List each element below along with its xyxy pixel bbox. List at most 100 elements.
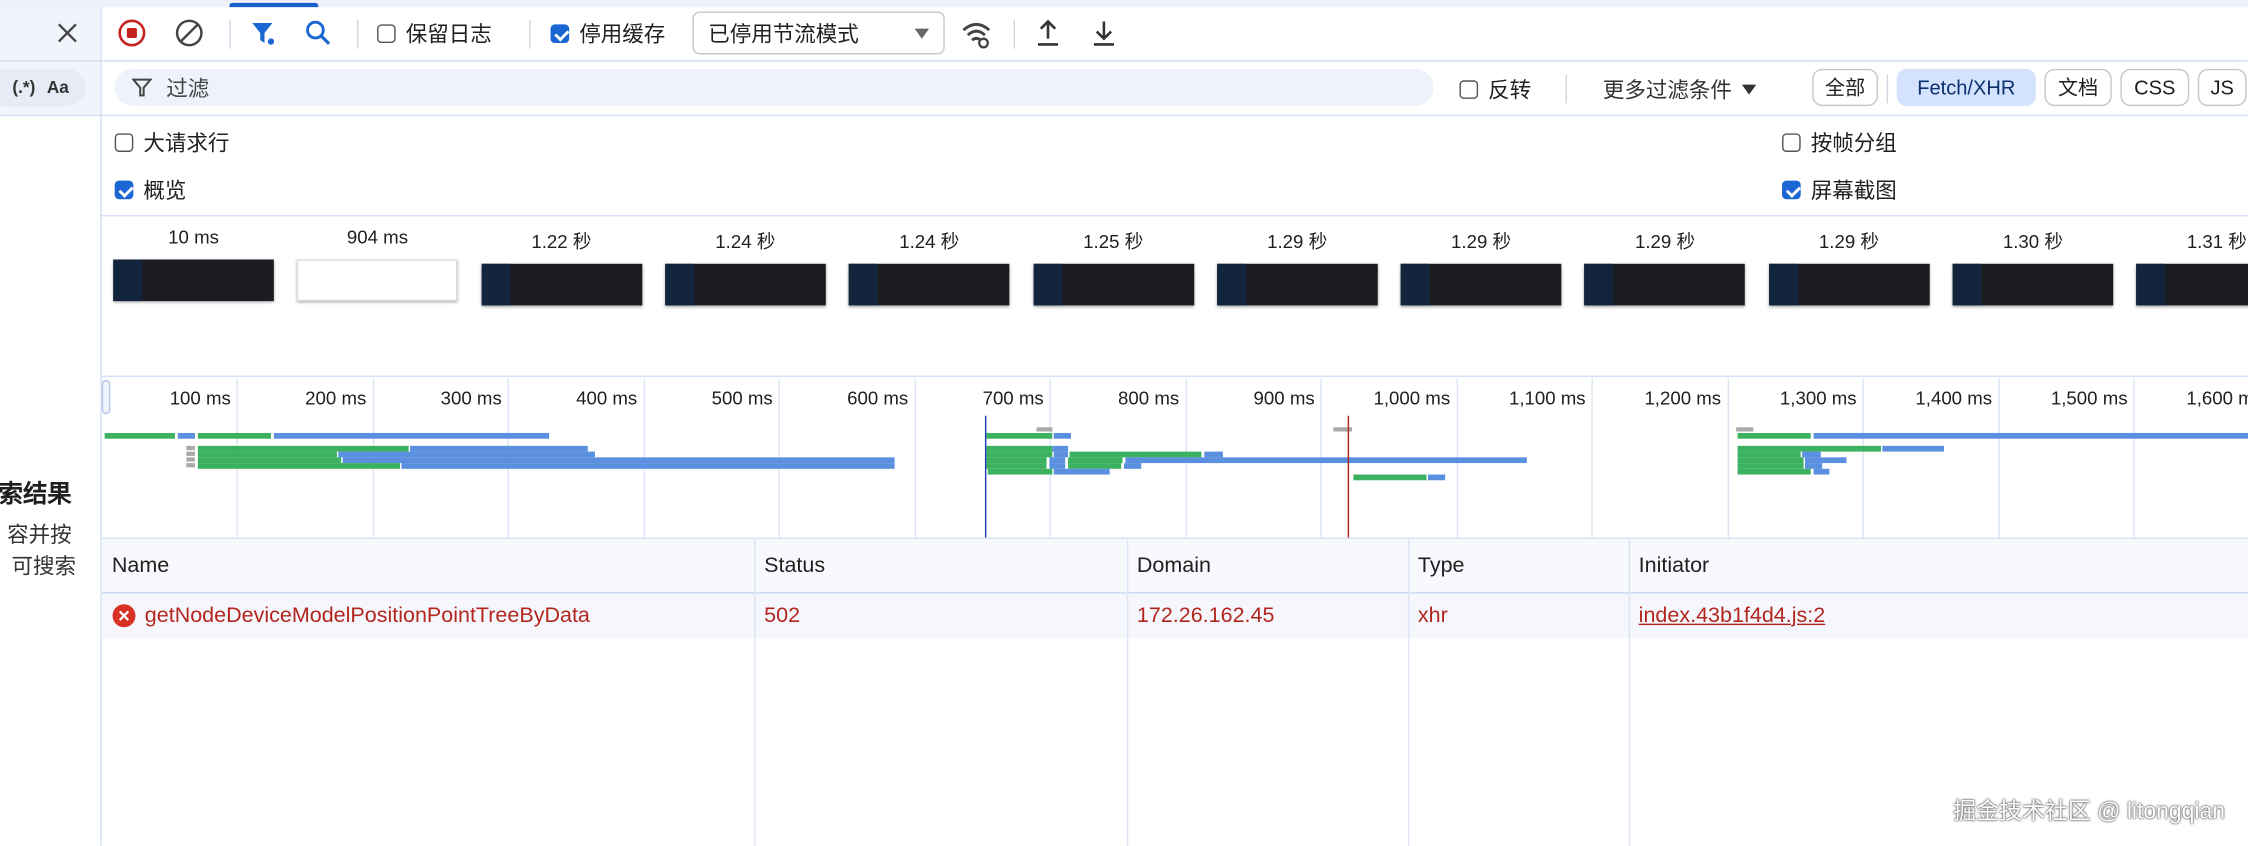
request-bar-waiting (197, 451, 337, 457)
divider (100, 375, 2248, 378)
disable-cache-checkbox[interactable]: 停用缓存 (550, 19, 666, 49)
screenshot-sidebar (113, 259, 142, 302)
big-request-rows-checkbox[interactable]: 大请求行 (114, 128, 230, 158)
more-filters-dropdown[interactable]: 更多过滤条件 (1602, 75, 1757, 105)
initiator-link[interactable]: index.43b1f4d4.js:2 (1638, 602, 1826, 628)
filmstrip-time-label: 904 ms (346, 226, 409, 249)
request-bar-download (1805, 457, 1847, 463)
timeline-gridline (1862, 378, 1864, 538)
search-results-title: 索结果 (0, 480, 72, 508)
big-request-rows-check[interactable] (114, 133, 134, 152)
chevron-down-icon (914, 27, 930, 38)
screenshot-sidebar (1584, 263, 1614, 306)
close-icon[interactable] (52, 17, 84, 49)
filter-input[interactable]: 过滤 (114, 68, 1434, 107)
filmstrip-time-label: 1.25 秒 (1083, 230, 1144, 253)
search-icon[interactable] (303, 17, 335, 49)
request-bar-waiting (105, 432, 175, 438)
request-bar-waiting (985, 445, 1053, 451)
type-filter-all[interactable]: 全部 (1812, 68, 1879, 107)
column-divider[interactable] (1628, 539, 1631, 846)
cell-name[interactable]: getNodeDeviceModelPositionPointTreeByDat… (102, 592, 754, 638)
filmstrip-screenshot[interactable] (665, 263, 826, 306)
stop-recording-icon[interactable] (116, 17, 148, 49)
filmstrip-time-label: 10 ms (168, 226, 219, 249)
screenshots-checkbox[interactable]: 屏幕截图 (1782, 175, 1897, 205)
timeline-tick-label: 800 ms (1118, 387, 1180, 409)
filmstrip-screenshot[interactable] (1952, 263, 2114, 306)
filmstrip-screenshot[interactable] (849, 263, 1010, 306)
upload-icon[interactable] (1032, 17, 1064, 49)
request-bar-download (338, 451, 596, 457)
cell-type: xhr (1417, 602, 1448, 628)
column-header-initiator[interactable]: Initiator (1638, 553, 1710, 578)
big-request-rows-label: 大请求行 (143, 131, 230, 157)
type-filter-js[interactable]: JS (2197, 68, 2247, 107)
request-bar-waiting (987, 468, 1053, 474)
filmstrip-screenshot[interactable] (2136, 263, 2248, 306)
more-filters-label: 更多过滤条件 (1602, 78, 1732, 104)
timeline-tick-label: 1,300 ms (1779, 387, 1857, 409)
preserve-log-check[interactable] (377, 24, 396, 44)
filmstrip-screenshot[interactable] (1584, 263, 1746, 306)
search-options: (.*) Aa (0, 68, 87, 107)
disable-cache-check[interactable] (550, 24, 570, 44)
column-divider[interactable] (1126, 539, 1129, 846)
disable-cache-label: 停用缓存 (579, 22, 666, 48)
throttling-value: 已停用节流模式 (708, 22, 859, 47)
preserve-log-checkbox[interactable]: 保留日志 (377, 19, 492, 49)
filmstrip-screenshot[interactable] (297, 259, 458, 302)
request-bar-queued (1333, 427, 1352, 432)
request-bar-waiting (985, 463, 1047, 469)
filmstrip-time-label: 1.30 秒 (2002, 230, 2063, 253)
divider (0, 114, 2248, 117)
match-case-toggle[interactable]: Aa (46, 77, 69, 98)
cell-domain: 172.26.162.45 (1136, 602, 1275, 628)
filmstrip-screenshot[interactable] (1768, 263, 1930, 306)
group-by-frame-check[interactable] (1782, 133, 1801, 152)
overview-check[interactable] (114, 180, 134, 200)
group-by-frame-checkbox[interactable]: 按帧分组 (1782, 128, 1897, 158)
clear-icon[interactable] (173, 17, 205, 49)
request-bar-download (1427, 474, 1446, 480)
filmstrip-screenshot[interactable] (113, 259, 274, 302)
search-panel (0, 7, 102, 846)
download-icon[interactable] (1088, 17, 1120, 49)
divider (529, 20, 531, 49)
timeline-tick-label: 200 ms (305, 387, 367, 409)
filmstrip-screenshot[interactable] (1216, 263, 1378, 306)
timeline-gridline (2133, 378, 2135, 538)
column-header-status[interactable]: Status (764, 553, 826, 578)
filmstrip-screenshot[interactable] (1032, 263, 1194, 306)
search-hint-line1: 容并按 (7, 523, 72, 548)
table-row[interactable] (101, 593, 2248, 638)
throttling-select[interactable]: 已停用节流模式 (692, 11, 945, 55)
filmstrip-time-label: 1.24 秒 (715, 230, 776, 253)
filmstrip-time-label: 1.31 秒 (2186, 230, 2247, 253)
filmstrip-screenshot[interactable] (1400, 263, 1562, 306)
overview-checkbox[interactable]: 概览 (114, 175, 186, 205)
invert-checkbox[interactable]: 反转 (1459, 75, 1531, 105)
regex-toggle[interactable]: (.*) (12, 77, 36, 98)
divider (1013, 20, 1016, 49)
wifi-gear-icon[interactable] (959, 17, 993, 51)
request-bar-waiting (1737, 451, 1802, 457)
invert-check[interactable] (1459, 80, 1479, 99)
column-divider[interactable] (1407, 539, 1410, 846)
timeline-tick-label: 400 ms (576, 387, 638, 409)
request-bar-queued (186, 457, 195, 462)
screenshots-check[interactable] (1782, 180, 1801, 200)
request-bar-download (1203, 451, 1223, 457)
timeline-range-handle[interactable] (101, 379, 111, 415)
type-filter-css[interactable]: CSS (2120, 68, 2190, 107)
column-divider[interactable] (754, 539, 756, 846)
request-bar-queued (1736, 427, 1754, 432)
column-header-type[interactable]: Type (1417, 553, 1465, 578)
column-header-domain[interactable]: Domain (1136, 553, 1212, 578)
filter-icon[interactable] (248, 17, 280, 49)
filmstrip-screenshot[interactable] (481, 263, 642, 306)
column-header-name[interactable]: Name (111, 553, 170, 578)
type-filter-fetch-xhr[interactable]: Fetch/XHR (1896, 68, 2036, 107)
type-filter-doc[interactable]: 文档 (2044, 68, 2112, 107)
screenshots-label: 屏幕截图 (1810, 179, 1897, 204)
